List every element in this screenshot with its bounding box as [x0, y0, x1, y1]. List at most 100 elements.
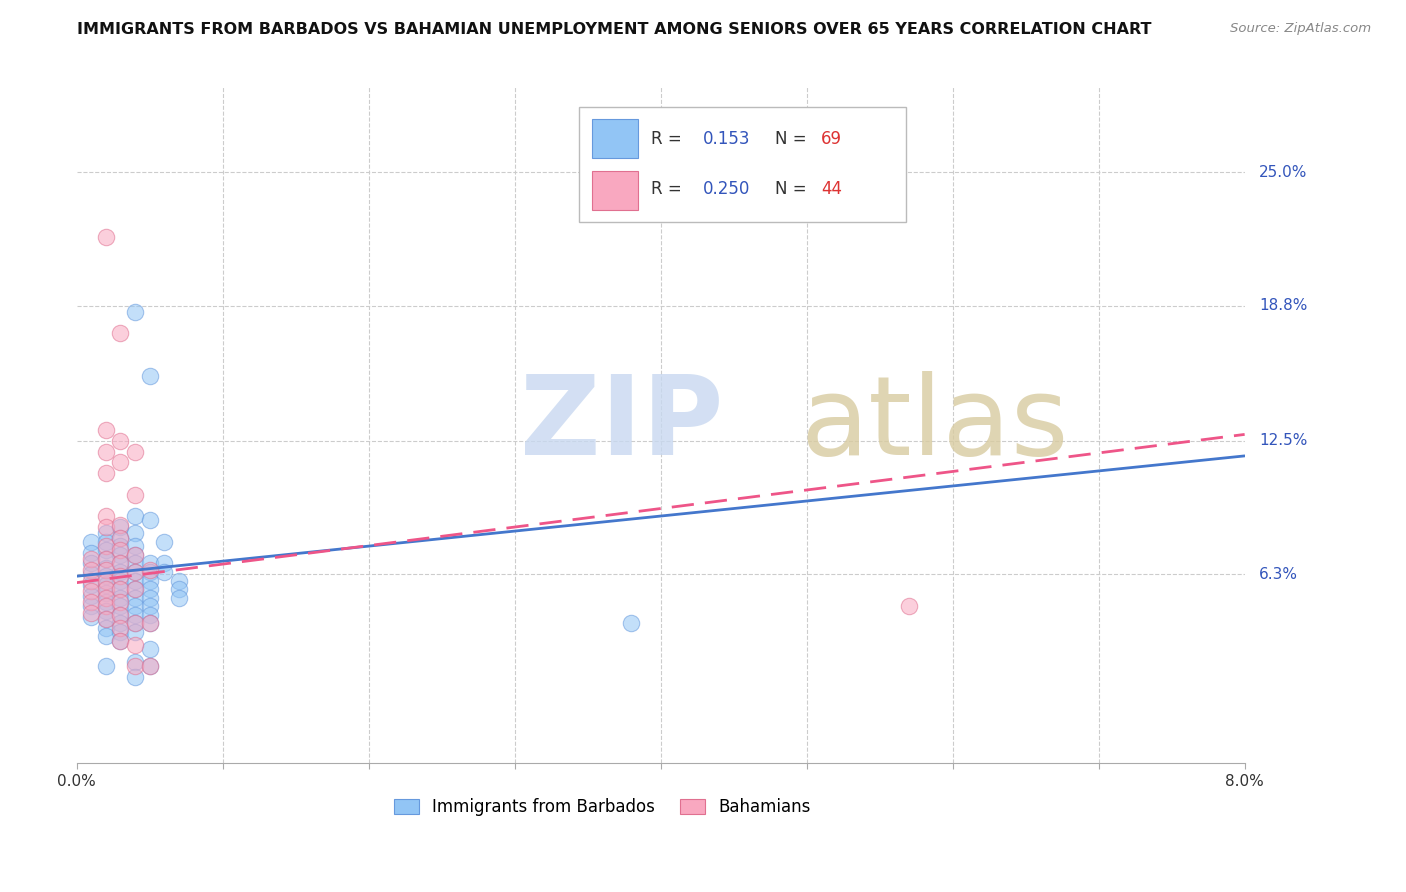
Point: [124, 616, 146, 631]
Point: [94, 659, 117, 673]
Point: [124, 565, 146, 579]
Point: [110, 595, 132, 609]
Point: [620, 616, 643, 631]
Point: [94, 552, 117, 566]
Point: [153, 565, 176, 579]
Point: [110, 599, 132, 614]
Point: [110, 607, 132, 622]
Point: [80, 595, 103, 609]
Point: [80, 606, 103, 620]
Point: [124, 548, 146, 562]
Point: [110, 455, 132, 469]
Point: [110, 574, 132, 588]
Point: [94, 534, 117, 549]
Point: [110, 326, 132, 341]
Point: [94, 560, 117, 574]
Point: [124, 659, 146, 673]
Point: [94, 595, 117, 609]
Point: [110, 539, 132, 553]
Point: [124, 607, 146, 622]
Point: [138, 659, 160, 673]
Point: [94, 543, 117, 558]
Point: [80, 589, 103, 603]
Point: [110, 434, 132, 448]
Point: [110, 548, 132, 562]
Point: [138, 616, 160, 631]
Point: [94, 604, 117, 618]
Point: [138, 513, 160, 527]
Point: [110, 633, 132, 648]
Point: [110, 633, 132, 648]
Point: [167, 574, 190, 588]
Point: [110, 557, 132, 571]
Point: [80, 534, 103, 549]
Text: 6.3%: 6.3%: [1260, 566, 1298, 582]
Point: [110, 569, 132, 583]
Point: [110, 616, 132, 631]
Text: 25.0%: 25.0%: [1260, 165, 1308, 180]
Point: [124, 599, 146, 614]
Point: [167, 582, 190, 596]
Point: [94, 586, 117, 600]
Legend: Immigrants from Barbados, Bahamians: Immigrants from Barbados, Bahamians: [387, 791, 817, 822]
Point: [94, 569, 117, 583]
Point: [124, 509, 146, 524]
Point: [80, 574, 103, 588]
Point: [124, 539, 146, 553]
Point: [94, 578, 117, 592]
Point: [94, 444, 117, 458]
Point: [80, 552, 103, 566]
Point: [94, 591, 117, 605]
Point: [124, 548, 146, 562]
Point: [110, 531, 132, 545]
Point: [138, 557, 160, 571]
Point: [124, 574, 146, 588]
Point: [138, 369, 160, 384]
Point: [124, 655, 146, 669]
Point: [94, 621, 117, 635]
Point: [124, 670, 146, 684]
Point: [124, 616, 146, 631]
Point: [124, 582, 146, 596]
Text: IMMIGRANTS FROM BARBADOS VS BAHAMIAN UNEMPLOYMENT AMONG SENIORS OVER 65 YEARS CO: IMMIGRANTS FROM BARBADOS VS BAHAMIAN UNE…: [77, 22, 1152, 37]
Point: [124, 638, 146, 652]
Point: [110, 621, 132, 635]
Point: [80, 610, 103, 624]
Text: 18.8%: 18.8%: [1260, 298, 1308, 313]
Point: [94, 520, 117, 534]
Point: [94, 423, 117, 437]
Point: [110, 543, 132, 558]
Point: [124, 305, 146, 319]
Point: [80, 599, 103, 614]
Point: [94, 582, 117, 596]
Point: [138, 582, 160, 596]
Point: [80, 563, 103, 577]
Point: [94, 229, 117, 244]
Point: [94, 466, 117, 480]
Point: [138, 642, 160, 657]
Point: [153, 534, 176, 549]
Point: [94, 629, 117, 643]
Point: [94, 599, 117, 614]
Point: [80, 584, 103, 599]
Point: [110, 582, 132, 596]
Point: [138, 659, 160, 673]
Point: [138, 563, 160, 577]
Point: [110, 565, 132, 579]
Point: [94, 563, 117, 577]
Point: [80, 567, 103, 582]
Point: [94, 574, 117, 588]
Point: [124, 625, 146, 640]
Point: [80, 545, 103, 559]
Point: [124, 444, 146, 458]
Point: [138, 616, 160, 631]
Point: [167, 591, 190, 605]
Point: [124, 591, 146, 605]
Point: [110, 557, 132, 571]
Point: [110, 591, 132, 605]
Text: ZIP: ZIP: [520, 371, 724, 478]
Point: [110, 517, 132, 532]
Point: [94, 552, 117, 566]
Point: [138, 607, 160, 622]
Point: [94, 509, 117, 524]
